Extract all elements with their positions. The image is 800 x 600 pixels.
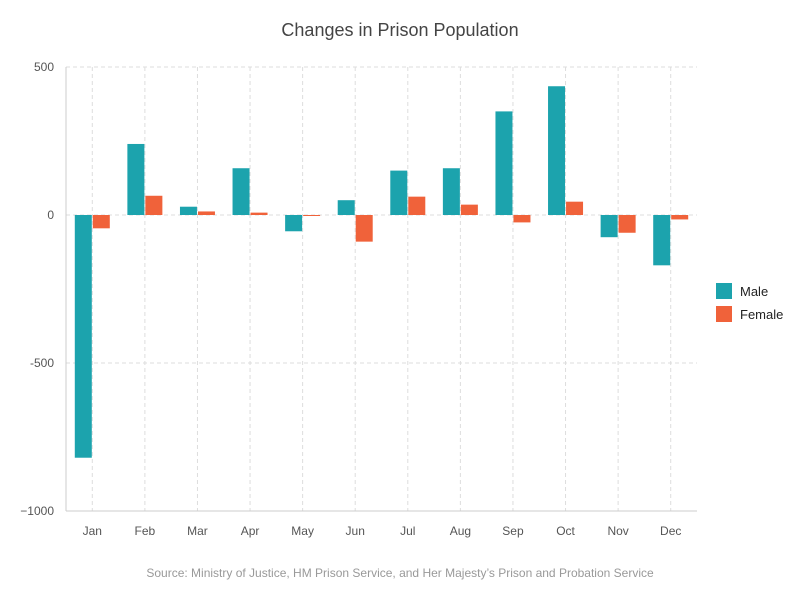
bar-male-mar[interactable] [179, 206, 197, 215]
bar-female-jan[interactable] [92, 215, 110, 229]
x-tick-label: Jan [83, 524, 102, 538]
y-tick-label: 0 [47, 208, 54, 222]
bar-male-jun[interactable] [337, 200, 355, 215]
y-tick-label: -500 [30, 356, 54, 370]
legend-item-female[interactable]: Female [716, 305, 783, 323]
y-tick-label: −1000 [20, 504, 54, 518]
legend-swatch-male [716, 283, 732, 299]
legend: Male Female [716, 282, 783, 328]
x-tick-label: Jun [346, 524, 365, 538]
x-tick-label: Jul [400, 524, 415, 538]
bar-male-aug[interactable] [442, 168, 460, 215]
axes [65, 67, 697, 512]
x-tick-label: May [291, 524, 314, 538]
x-tick-label: Dec [660, 524, 681, 538]
x-tick-label: Mar [187, 524, 208, 538]
bar-female-oct[interactable] [566, 201, 584, 215]
bar-male-may[interactable] [285, 215, 303, 232]
bar-female-sep[interactable] [513, 215, 531, 223]
bar-female-nov[interactable] [618, 215, 636, 233]
x-tick-label: Nov [607, 524, 628, 538]
chart-title: Changes in Prison Population [281, 20, 519, 40]
bar-female-jul[interactable] [408, 196, 426, 215]
y-tick-label: 500 [34, 60, 54, 74]
bar-female-aug[interactable] [460, 204, 478, 215]
bar-male-sep[interactable] [495, 111, 513, 215]
bar-male-feb[interactable] [127, 143, 145, 215]
bar-female-mar[interactable] [197, 211, 215, 215]
grid-lines [66, 66, 697, 512]
legend-swatch-female [716, 306, 732, 322]
source-note: Source: Ministry of Justice, HM Prison S… [146, 566, 654, 580]
bar-male-dec[interactable] [653, 215, 671, 266]
x-tick-label: Sep [502, 524, 524, 538]
x-tick-label: Aug [450, 524, 471, 538]
x-tick-label: Feb [135, 524, 156, 538]
bar-female-jun[interactable] [355, 215, 373, 242]
bar-female-dec[interactable] [671, 215, 689, 220]
bar-male-jul[interactable] [390, 170, 408, 215]
legend-label-male: Male [740, 283, 769, 299]
bar-female-apr[interactable] [250, 212, 268, 215]
bar-female-feb[interactable] [145, 195, 163, 215]
tick-labels: 500 0 -500 −1000 Jan Feb Mar Apr May Jun Jul Aug Sep… [20, 60, 681, 538]
bar-female-may[interactable] [303, 215, 321, 216]
bar-male-apr[interactable] [232, 168, 250, 215]
legend-item-male[interactable]: Male [716, 282, 783, 300]
legend-label-female: Female [740, 306, 784, 322]
bar-male-nov[interactable] [600, 215, 618, 238]
bar-male-oct[interactable] [548, 86, 566, 216]
x-tick-label: Apr [241, 524, 260, 538]
x-tick-label: Oct [556, 524, 575, 538]
bar-male-jan[interactable] [74, 215, 92, 458]
bars [74, 86, 689, 458]
